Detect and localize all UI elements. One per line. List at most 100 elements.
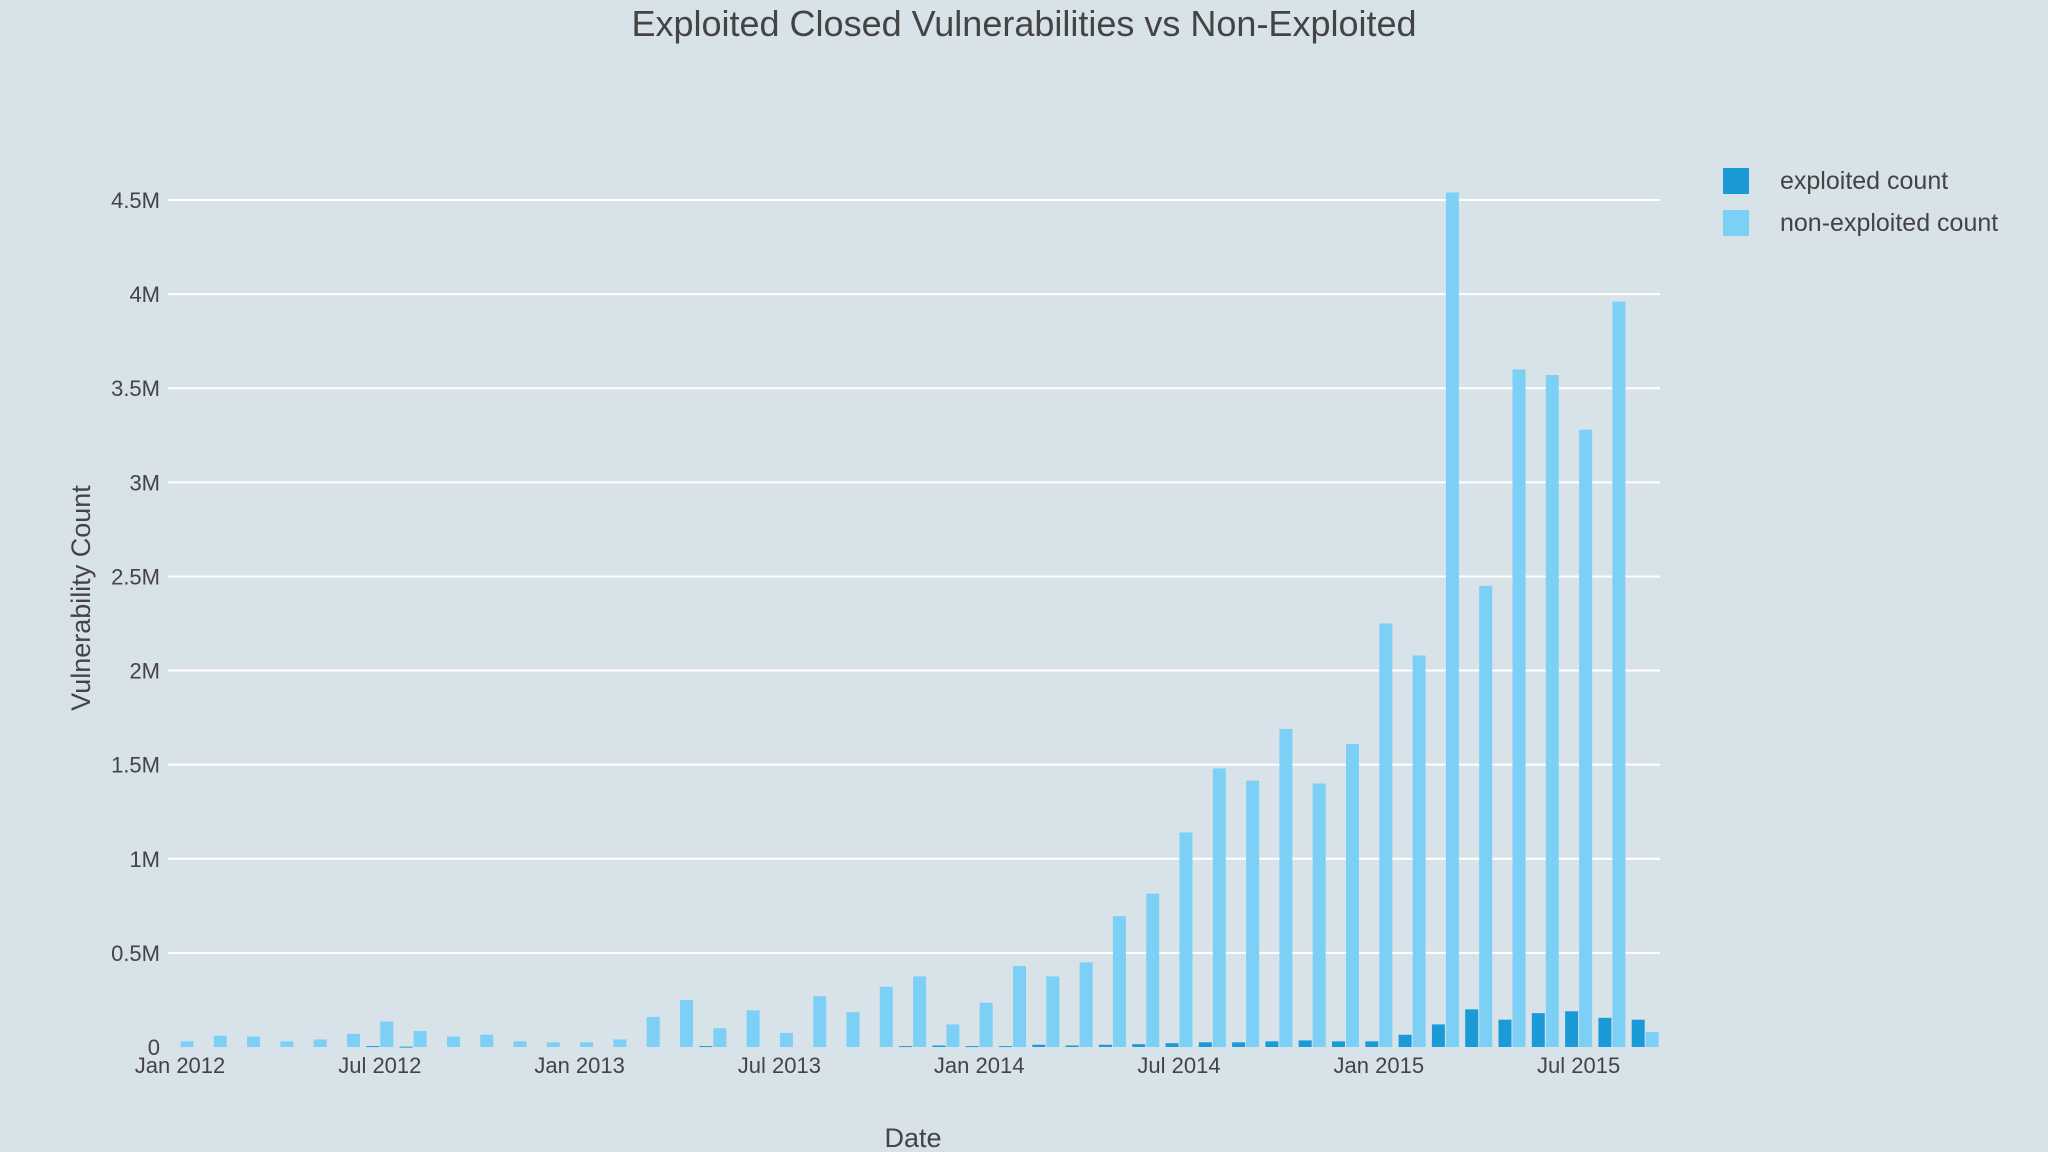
bar-exploited[interactable] bbox=[1598, 1017, 1612, 1047]
bar-exploited[interactable] bbox=[366, 1046, 380, 1048]
bar-exploited[interactable] bbox=[1165, 1043, 1179, 1047]
bar-non-exploited[interactable] bbox=[1579, 429, 1593, 1047]
bar-non-exploited[interactable] bbox=[1612, 301, 1626, 1047]
bar-exploited[interactable] bbox=[399, 1046, 413, 1048]
bar-exploited[interactable] bbox=[1465, 1009, 1479, 1047]
bar-non-exploited[interactable] bbox=[1146, 893, 1160, 1047]
bar-non-exploited[interactable] bbox=[1246, 780, 1260, 1047]
bar-exploited[interactable] bbox=[1065, 1045, 1079, 1047]
bar-non-exploited[interactable] bbox=[313, 1039, 327, 1047]
bar-non-exploited[interactable] bbox=[1112, 916, 1126, 1047]
x-tick-label: Jul 2015 bbox=[1537, 1053, 1620, 1078]
bar-non-exploited[interactable] bbox=[713, 1028, 727, 1047]
bar-non-exploited[interactable] bbox=[1379, 623, 1393, 1048]
bar-non-exploited[interactable] bbox=[846, 1012, 860, 1047]
x-tick-label: Jan 2012 bbox=[135, 1053, 226, 1078]
bar-exploited[interactable] bbox=[899, 1046, 913, 1048]
bar-non-exploited[interactable] bbox=[180, 1041, 194, 1047]
y-tick-label: 4M bbox=[129, 282, 160, 307]
x-tick-label: Jul 2013 bbox=[738, 1053, 821, 1078]
y-tick-label: 4.5M bbox=[111, 188, 160, 213]
bar-exploited[interactable] bbox=[1265, 1041, 1279, 1047]
y-tick-label: 1M bbox=[129, 847, 160, 872]
x-tick-label: Jul 2012 bbox=[338, 1053, 421, 1078]
bar-non-exploited[interactable] bbox=[1013, 966, 1026, 1047]
bar-exploited[interactable] bbox=[1365, 1041, 1379, 1047]
bar-non-exploited[interactable] bbox=[280, 1041, 294, 1047]
bar-non-exploited[interactable] bbox=[1279, 728, 1293, 1047]
x-axis-ticks: Jan 2012 Jul 2012 Jan 2013 Jul 2013 Jan 2014… bbox=[135, 1053, 1620, 1078]
bar-non-exploited[interactable] bbox=[1212, 768, 1226, 1047]
bar-non-exploited[interactable] bbox=[1079, 962, 1093, 1047]
legend[interactable]: exploited count non-exploited count bbox=[1723, 167, 1998, 237]
bar-non-exploited[interactable] bbox=[546, 1042, 560, 1047]
bar-exploited[interactable] bbox=[1032, 1044, 1046, 1047]
bar-non-exploited[interactable] bbox=[979, 1002, 993, 1047]
bar-non-exploited[interactable] bbox=[946, 1024, 960, 1047]
bar-exploited[interactable] bbox=[999, 1046, 1012, 1048]
bar-exploited[interactable] bbox=[1132, 1044, 1146, 1047]
bar-exploited[interactable] bbox=[1498, 1019, 1512, 1047]
bar-non-exploited[interactable] bbox=[1412, 655, 1426, 1047]
bar-non-exploited[interactable] bbox=[347, 1033, 360, 1047]
bar-non-exploited[interactable] bbox=[1046, 976, 1060, 1047]
y-tick-label: 0.5M bbox=[111, 941, 160, 966]
y-tick-label: 3.5M bbox=[111, 376, 160, 401]
bar-exploited[interactable] bbox=[1398, 1034, 1412, 1047]
bar-non-exploited[interactable] bbox=[380, 1021, 394, 1047]
bar-non-exploited[interactable] bbox=[247, 1036, 261, 1047]
y-tick-label: 0 bbox=[148, 1035, 160, 1060]
y-tick-label: 2M bbox=[129, 659, 160, 684]
bar-non-exploited[interactable] bbox=[580, 1042, 594, 1047]
bar-non-exploited[interactable] bbox=[213, 1035, 227, 1047]
bar-non-exploited[interactable] bbox=[480, 1034, 494, 1047]
bar-exploited[interactable] bbox=[1298, 1040, 1312, 1047]
y-tick-label: 3M bbox=[129, 470, 160, 495]
bar-exploited[interactable] bbox=[1198, 1042, 1212, 1047]
bar-exploited[interactable] bbox=[1531, 1013, 1545, 1047]
y-axis-label: Vulnerability Count bbox=[66, 485, 96, 711]
bar-non-exploited[interactable] bbox=[746, 1010, 760, 1047]
legend-label[interactable]: non-exploited count bbox=[1780, 209, 1998, 237]
bar-non-exploited[interactable] bbox=[446, 1036, 460, 1047]
bar-exploited[interactable] bbox=[1098, 1044, 1112, 1047]
legend-label[interactable]: exploited count bbox=[1780, 167, 1948, 195]
y-gridlines bbox=[168, 199, 1660, 954]
bar-non-exploited[interactable] bbox=[413, 1031, 427, 1047]
bar-non-exploited[interactable] bbox=[1645, 1031, 1659, 1047]
bar-non-exploited[interactable] bbox=[879, 986, 893, 1047]
bar-non-exploited[interactable] bbox=[613, 1039, 627, 1047]
x-axis-label: Date bbox=[884, 1123, 941, 1152]
bar-non-exploited[interactable] bbox=[1512, 369, 1526, 1047]
bar-non-exploited[interactable] bbox=[1346, 743, 1359, 1047]
bar-non-exploited[interactable] bbox=[1445, 192, 1459, 1047]
bar-non-exploited[interactable] bbox=[1312, 783, 1326, 1047]
y-axis-ticks: 0 0.5M 1M 1.5M 2M 2.5M 3M 3.5M 4M 4.5M bbox=[111, 188, 160, 1060]
bar-exploited[interactable] bbox=[699, 1046, 713, 1048]
bar-non-exploited[interactable] bbox=[813, 996, 827, 1047]
x-tick-label: Jul 2014 bbox=[1137, 1053, 1220, 1078]
bar-non-exploited[interactable] bbox=[913, 976, 927, 1047]
bar-exploited[interactable] bbox=[1232, 1042, 1246, 1047]
bar-exploited[interactable] bbox=[932, 1045, 946, 1047]
bar-exploited[interactable] bbox=[965, 1046, 979, 1048]
bar-non-exploited[interactable] bbox=[513, 1041, 527, 1047]
y-tick-label: 1.5M bbox=[111, 753, 160, 778]
bar-non-exploited[interactable] bbox=[680, 999, 693, 1047]
bar-non-exploited[interactable] bbox=[1179, 832, 1193, 1047]
bars[interactable] bbox=[180, 192, 1659, 1048]
bar-exploited[interactable] bbox=[1565, 1011, 1579, 1047]
bar-non-exploited[interactable] bbox=[646, 1016, 660, 1047]
y-tick-label: 2.5M bbox=[111, 564, 160, 589]
bar-non-exploited[interactable] bbox=[779, 1032, 793, 1047]
bar-non-exploited[interactable] bbox=[1545, 375, 1559, 1048]
x-tick-label: Jan 2013 bbox=[534, 1053, 625, 1078]
legend-swatch[interactable] bbox=[1723, 168, 1749, 194]
bar-exploited[interactable] bbox=[1431, 1024, 1445, 1047]
bar-exploited[interactable] bbox=[1332, 1041, 1345, 1047]
bar-non-exploited[interactable] bbox=[1479, 585, 1493, 1047]
x-tick-label: Jan 2015 bbox=[1334, 1053, 1425, 1078]
bar-exploited[interactable] bbox=[1631, 1019, 1645, 1047]
legend-swatch[interactable] bbox=[1723, 210, 1749, 236]
